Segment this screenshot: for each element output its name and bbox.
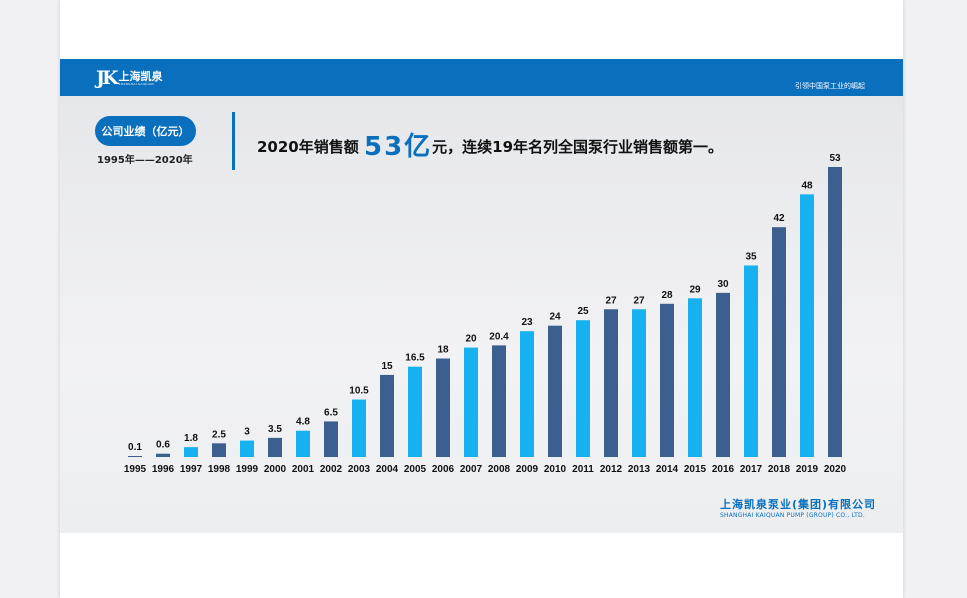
footer xyxy=(60,533,903,598)
slide: JK 上海凯泉 SHANGHAI KAIQUAN 引领中国泵工业的崛起 公司业绩… xyxy=(60,0,903,598)
bar-1999 xyxy=(240,440,254,457)
value-label: 35 xyxy=(745,251,757,262)
section-badge: 公司业绩（亿元） xyxy=(95,116,196,146)
x-tick-label: 2019 xyxy=(796,464,819,475)
value-label: 28 xyxy=(661,290,673,301)
x-tick-label: 2014 xyxy=(656,464,679,475)
x-tick-label: 2020 xyxy=(824,464,847,475)
logo-name: 上海凯泉 xyxy=(118,69,163,83)
value-label: 27 xyxy=(633,295,645,306)
value-label: 2.5 xyxy=(212,429,226,440)
value-label: 53 xyxy=(829,153,841,164)
value-label: 6.5 xyxy=(324,407,338,418)
bar-2017 xyxy=(744,265,758,457)
value-label: 18 xyxy=(437,345,449,356)
bar-2016 xyxy=(716,292,730,457)
year-range: 1995年——2020年 xyxy=(97,155,193,166)
x-tick-label: 2009 xyxy=(516,464,539,475)
value-label: 24 xyxy=(549,312,561,323)
bar-2001 xyxy=(296,430,310,457)
bar-1997 xyxy=(184,447,198,457)
bar-2019 xyxy=(800,194,814,457)
bar-2005 xyxy=(408,366,422,457)
x-tick-label: 2001 xyxy=(292,464,315,475)
slogan: 引领中国泵工业的崛起 xyxy=(795,82,865,90)
x-tick-label: 1995 xyxy=(124,464,147,475)
bar-2009 xyxy=(520,331,534,457)
value-label: 0.1 xyxy=(128,442,142,453)
bar-2002 xyxy=(324,421,338,457)
x-tick-label: 2006 xyxy=(432,464,455,475)
bar-2012 xyxy=(604,309,618,457)
value-label: 20.4 xyxy=(489,331,509,342)
company-name-cn: 上海凯泉泵业(集团)有限公司 xyxy=(720,498,877,511)
x-tick-label: 1996 xyxy=(152,464,175,475)
content-area: 公司业绩（亿元） 1995年——2020年 2020年销售额 53亿元，连续19… xyxy=(60,96,903,533)
x-tick-label: 2015 xyxy=(684,464,707,475)
value-label: 23 xyxy=(521,317,533,328)
headline-after: 元，连续19年名列全国泵行业销售额第一。 xyxy=(432,138,724,156)
bar-2014 xyxy=(660,303,674,457)
bar-2013 xyxy=(632,309,646,457)
value-label: 15 xyxy=(381,361,393,372)
x-tick-label: 2010 xyxy=(544,464,567,475)
x-tick-label: 2002 xyxy=(320,464,343,475)
company-name: 上海凯泉泵业(集团)有限公司 SHANGHAI KAIQUAN PUMP (GR… xyxy=(720,496,876,519)
sales-bar-chart: 0.1 1995 0.6 1996 1.8 1997 2.5 1998 3 1999 3.5 2000… xyxy=(124,153,847,475)
bar-2018 xyxy=(772,227,786,457)
value-label: 3.5 xyxy=(268,424,282,435)
headline: 2020年销售额 53亿元，连续19年名列全国泵行业销售额第一。 xyxy=(257,126,723,163)
value-label: 4.8 xyxy=(296,417,310,428)
x-tick-label: 1999 xyxy=(236,464,259,475)
x-tick-label: 2004 xyxy=(376,464,399,475)
bar-2010 xyxy=(548,325,562,457)
bar-2015 xyxy=(688,298,702,457)
company-logo: JK 上海凯泉 SHANGHAI KAIQUAN xyxy=(96,67,163,89)
value-label: 16.5 xyxy=(405,353,425,364)
bar-1998 xyxy=(212,443,226,457)
value-label: 27 xyxy=(605,295,617,306)
x-tick-label: 2011 xyxy=(572,464,594,475)
value-label: 3 xyxy=(244,427,250,438)
x-tick-label: 2000 xyxy=(264,464,287,475)
bar-2020 xyxy=(828,167,842,457)
bar-2008 xyxy=(492,345,506,457)
bar-2011 xyxy=(576,320,590,457)
x-tick-label: 2008 xyxy=(488,464,511,475)
value-label: 25 xyxy=(577,306,589,317)
bar-2007 xyxy=(464,347,478,457)
logo-mark: JK xyxy=(96,67,118,89)
value-label: 30 xyxy=(717,279,729,290)
x-tick-label: 2012 xyxy=(600,464,623,475)
bar-1995 xyxy=(128,456,142,457)
bar-2006 xyxy=(436,358,450,457)
headline-figure: 53亿 xyxy=(363,132,433,162)
x-tick-label: 2007 xyxy=(460,464,483,475)
value-label: 0.6 xyxy=(156,440,170,451)
bar-2003 xyxy=(352,399,366,457)
x-tick-label: 2013 xyxy=(628,464,651,475)
header-banner: JK 上海凯泉 SHANGHAI KAIQUAN 引领中国泵工业的崛起 xyxy=(60,59,903,96)
x-tick-label: 2005 xyxy=(404,464,427,475)
company-name-en: SHANGHAI KAIQUAN PUMP (GROUP) CO., LTD. xyxy=(720,512,865,519)
x-tick-label: 2003 xyxy=(348,464,371,475)
value-label: 42 xyxy=(773,213,785,224)
divider xyxy=(232,112,235,170)
value-label: 20 xyxy=(465,334,477,345)
logo-subtitle: SHANGHAI KAIQUAN xyxy=(118,81,154,86)
headline-before: 2020年销售额 xyxy=(257,138,364,156)
value-label: 10.5 xyxy=(349,386,369,397)
value-label: 29 xyxy=(689,284,701,295)
value-label: 1.8 xyxy=(184,433,198,444)
x-tick-label: 2017 xyxy=(740,464,763,475)
x-tick-label: 2018 xyxy=(768,464,791,475)
x-tick-label: 1997 xyxy=(180,464,203,475)
x-tick-label: 2016 xyxy=(712,464,735,475)
bar-2004 xyxy=(380,374,394,457)
bar-2000 xyxy=(268,437,282,457)
x-tick-label: 1998 xyxy=(208,464,231,475)
value-label: 48 xyxy=(801,180,813,191)
bar-1996 xyxy=(156,453,170,457)
